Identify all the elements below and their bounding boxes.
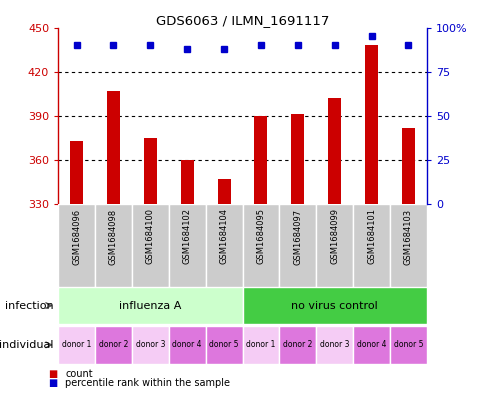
Bar (291, 114, 303, 204)
Text: percentile rank within the sample: percentile rank within the sample (65, 378, 230, 388)
Text: donor 2: donor 2 (99, 340, 128, 349)
Text: GSM1684099: GSM1684099 (330, 208, 338, 264)
Text: GSM1684102: GSM1684102 (182, 208, 191, 264)
Bar (279, 204, 316, 287)
Text: GSM1684104: GSM1684104 (219, 208, 228, 264)
Text: donor 2: donor 2 (283, 340, 312, 349)
Text: GSM1684095: GSM1684095 (256, 208, 265, 264)
Bar (242, 287, 426, 324)
Text: GSM1684096: GSM1684096 (72, 208, 81, 264)
Bar (168, 204, 205, 287)
Text: GSM1684103: GSM1684103 (403, 208, 412, 264)
Text: donor 1: donor 1 (62, 340, 91, 349)
Text: ■: ■ (48, 369, 58, 379)
Bar (328, 98, 340, 204)
Bar (242, 204, 279, 287)
Text: influenza A: influenza A (119, 301, 181, 310)
Bar (181, 160, 193, 204)
Bar (352, 326, 389, 364)
Bar (95, 204, 132, 287)
Text: GSM1684101: GSM1684101 (366, 208, 375, 264)
Text: donor 4: donor 4 (356, 340, 385, 349)
Text: infection: infection (5, 301, 53, 310)
Bar (168, 326, 205, 364)
Text: GSM1684100: GSM1684100 (146, 208, 154, 264)
Text: GSM1684097: GSM1684097 (293, 208, 302, 264)
Text: donor 5: donor 5 (209, 340, 238, 349)
Text: donor 4: donor 4 (172, 340, 201, 349)
Text: GDS6063 / ILMN_1691117: GDS6063 / ILMN_1691117 (155, 14, 329, 27)
Bar (132, 204, 168, 287)
Bar (58, 287, 242, 324)
Bar (144, 138, 156, 204)
Bar (389, 204, 426, 287)
Text: donor 1: donor 1 (246, 340, 275, 349)
Text: ■: ■ (48, 378, 58, 388)
Bar (364, 45, 377, 204)
Bar (242, 326, 279, 364)
Bar (132, 326, 168, 364)
Text: GSM1684098: GSM1684098 (109, 208, 118, 264)
Bar (279, 326, 316, 364)
Bar (58, 326, 95, 364)
Text: donor 3: donor 3 (136, 340, 165, 349)
Text: count: count (65, 369, 93, 379)
Bar (95, 326, 132, 364)
Bar (254, 116, 267, 204)
Bar (205, 204, 242, 287)
Bar (205, 326, 242, 364)
Bar (217, 179, 230, 204)
Bar (352, 204, 389, 287)
Bar (70, 141, 83, 204)
Bar (389, 326, 426, 364)
Bar (316, 204, 352, 287)
Bar (58, 204, 95, 287)
Bar (401, 128, 414, 204)
Bar (107, 91, 120, 204)
Text: donor 5: donor 5 (393, 340, 422, 349)
Text: individual: individual (0, 340, 53, 350)
Bar (316, 326, 352, 364)
Text: no virus control: no virus control (291, 301, 377, 310)
Text: donor 3: donor 3 (319, 340, 348, 349)
